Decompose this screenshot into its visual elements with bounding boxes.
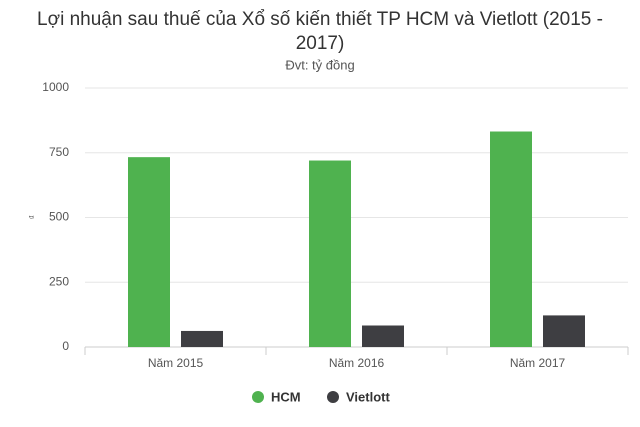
y-tick-label: 500 bbox=[49, 210, 69, 224]
chart-subtitle: Đvt: tỷ đồng bbox=[285, 57, 354, 72]
chart-title: Lợi nhuận sau thuế của Xổ số kiến thiết … bbox=[37, 9, 603, 54]
legend-marker bbox=[327, 391, 339, 403]
legend-marker bbox=[252, 391, 264, 403]
legend-label: Vietlott bbox=[346, 389, 390, 404]
y-tick-label: 0 bbox=[62, 339, 69, 353]
y-tick-label: 750 bbox=[49, 145, 69, 159]
y-tick-label: 250 bbox=[49, 274, 69, 288]
y-axis-label: ₫ bbox=[28, 215, 37, 219]
legend-label: HCM bbox=[271, 389, 301, 404]
bar bbox=[362, 325, 404, 347]
bar bbox=[543, 315, 585, 347]
bar bbox=[128, 157, 170, 347]
bar bbox=[490, 131, 532, 347]
x-tick-label: Năm 2017 bbox=[510, 356, 566, 370]
x-tick-label: Năm 2016 bbox=[329, 356, 385, 370]
bar bbox=[181, 330, 223, 347]
y-tick-label: 1000 bbox=[42, 80, 69, 94]
x-tick-label: Năm 2015 bbox=[148, 356, 204, 370]
bar bbox=[309, 160, 351, 347]
